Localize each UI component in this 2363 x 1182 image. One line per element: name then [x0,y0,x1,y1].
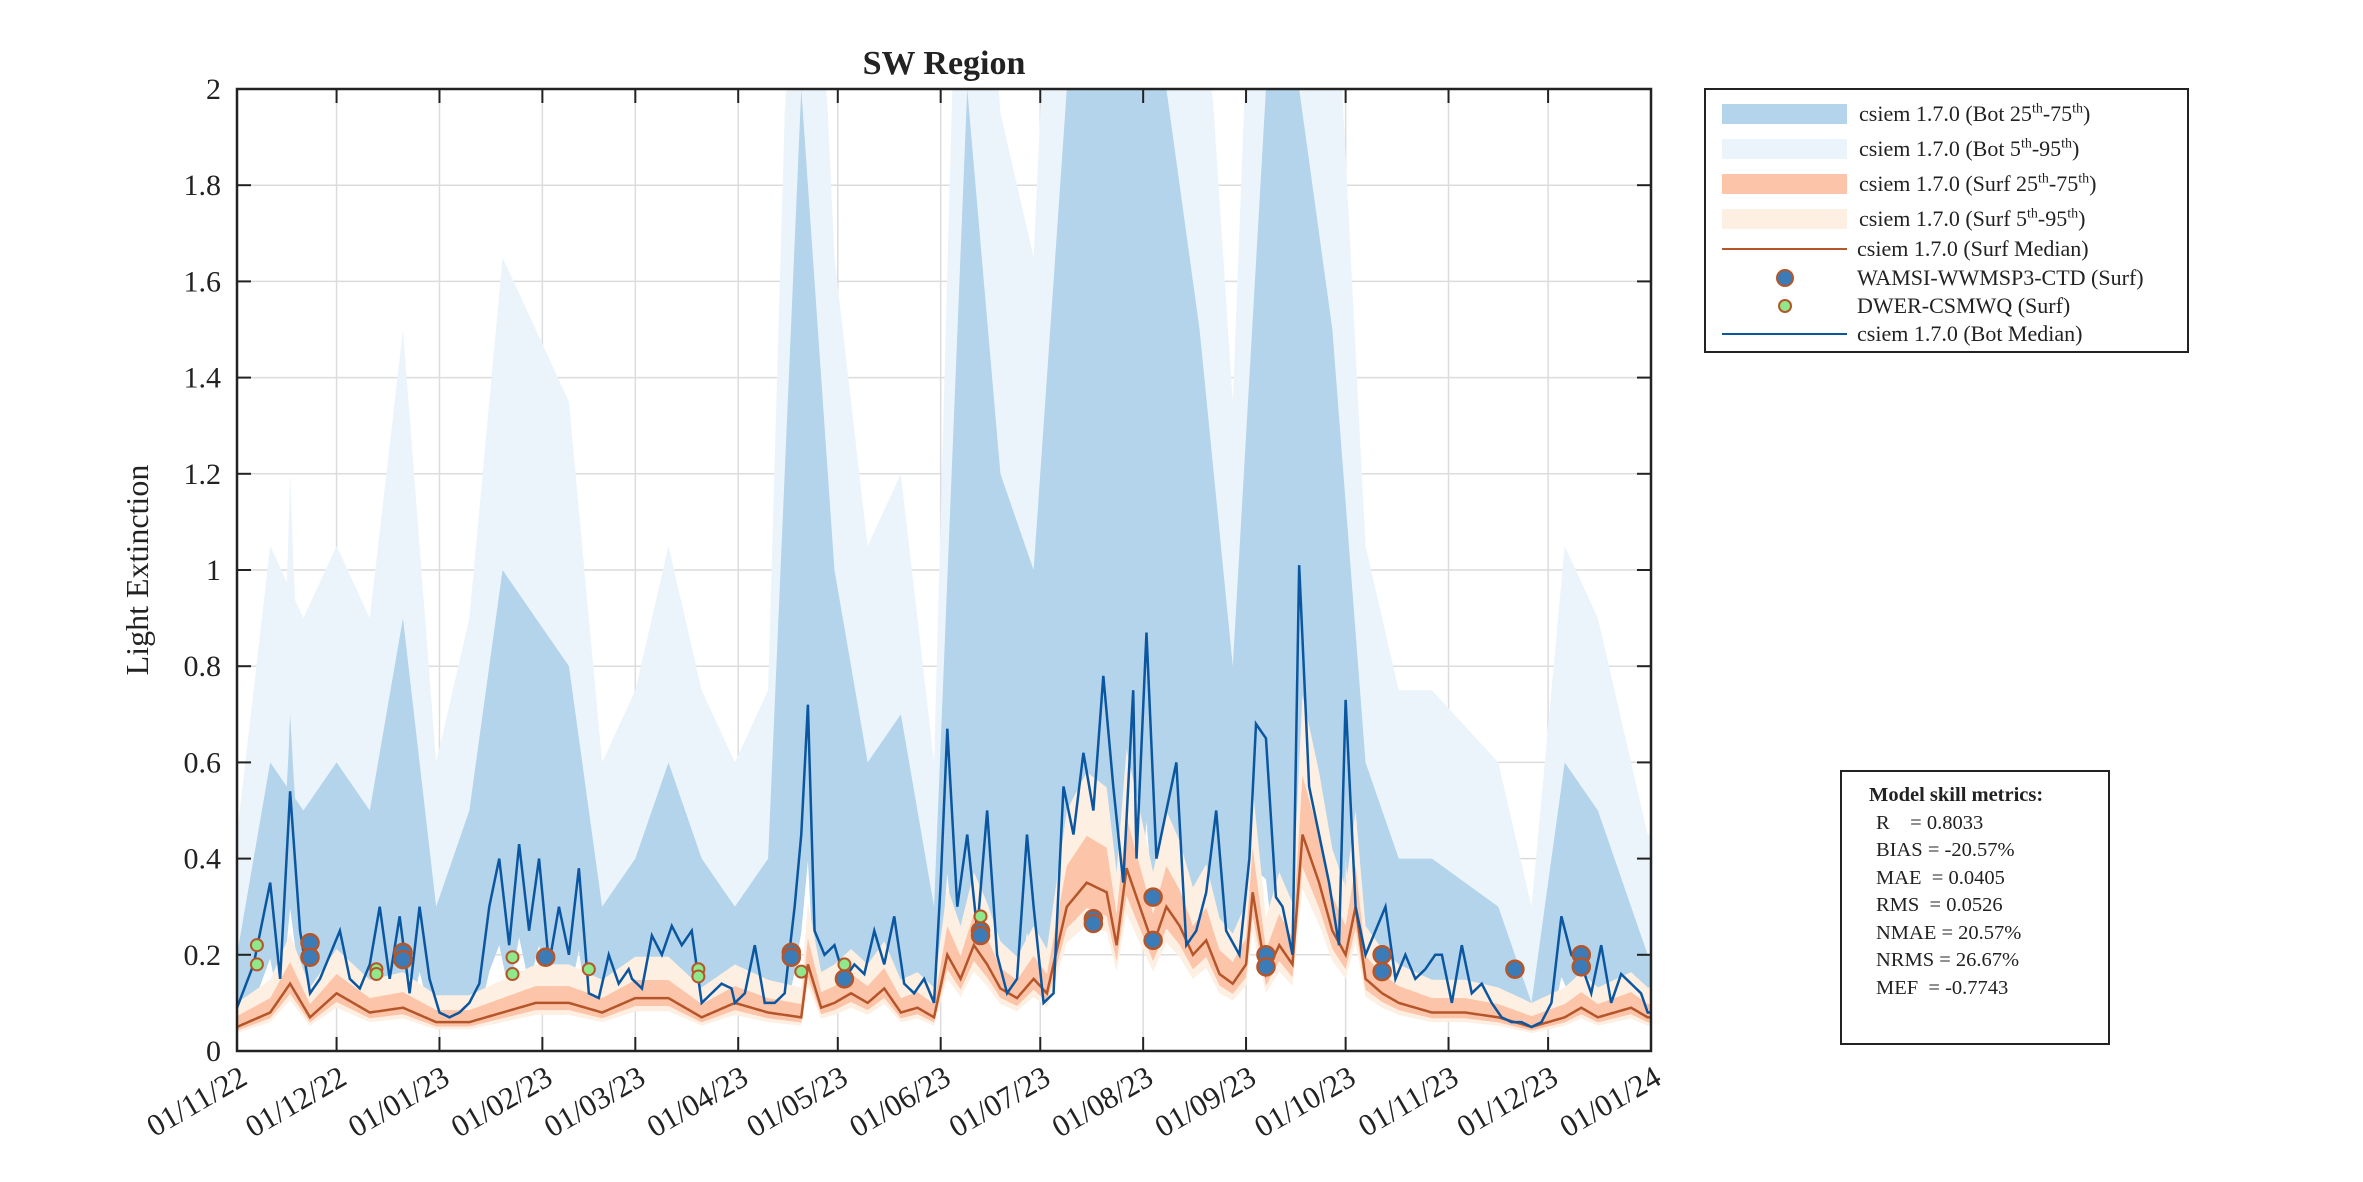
x-tick-label: 01/02/23 [445,1059,558,1144]
legend-marker-swatch [1722,296,1847,316]
metrics-title: Model skill metrics: [1869,784,2044,806]
wamsi-obs-point [1372,945,1392,965]
legend-item-surf-iqr: csiem 1.7.0 (Surf 25th-75th) [1722,169,2096,199]
y-tick-label: 1 [206,554,221,587]
y-tick-label: 0.2 [184,939,222,972]
y-tick-label: 1.8 [184,169,222,202]
y-tick-label: 0.8 [184,650,222,683]
dwer-obs-point [691,969,706,984]
bands [237,89,1651,1033]
x-tick-label: 01/04/23 [641,1059,754,1144]
legend-item-surf-median: csiem 1.7.0 (Surf Median) [1722,234,2089,264]
x-tick-label: 01/05/23 [740,1059,853,1144]
legend-label: csiem 1.7.0 (Surf 5th-95th) [1859,206,2086,231]
metric-r: R = 0.8033 [1876,811,1984,834]
bot-25-75-band [237,89,1651,1025]
bot-median-line [235,565,1651,1029]
legend-line-swatch [1722,248,1847,250]
x-tick-label: 01/12/22 [239,1059,352,1144]
wamsi-obs-point [834,969,855,989]
legend-marker-swatch [1722,268,1847,288]
legend-item-dwer: DWER-CSMWQ (Surf) [1722,291,2070,321]
wamsi-obs-point [1372,961,1392,982]
legend-swatch [1722,174,1847,194]
wamsi-obs-point [393,949,413,970]
wamsi-obs-point [535,947,556,967]
legend-label: csiem 1.7.0 (Bot 25th-75th) [1859,101,2091,126]
legend: csiem 1.7.0 (Bot 25th-75th) csiem 1.7.0 … [1704,88,2189,353]
dwer-obs-point [249,957,264,972]
legend-label: csiem 1.7.0 (Surf Median) [1857,236,2089,261]
wamsi-obs-point [1571,957,1592,977]
chart-title: SW Region [863,45,1026,82]
metric-nrms: NRMS = 26.67% [1876,949,2020,971]
skill-metrics-box: Model skill metrics: R = 0.8033 BIAS = -… [1840,770,2110,1045]
circle-marker-icon [1777,299,1792,313]
legend-item-bot-median: csiem 1.7.0 (Bot Median) [1722,319,2082,349]
y-tick-label: 1.4 [184,362,222,395]
legend-item-surf-90: csiem 1.7.0 (Surf 5th-95th) [1722,204,2085,234]
legend-item-wamsi: WAMSI-WWMSP3-CTD (Surf) [1722,263,2144,293]
legend-item-bot-iqr: csiem 1.7.0 (Bot 25th-75th) [1722,99,2090,129]
x-tick-label: 01/11/22 [141,1059,253,1144]
x-tick-label: 01/08/23 [1046,1059,1159,1144]
y-tick-label: 2 [206,73,221,106]
y-tick-label: 0 [206,1035,221,1068]
x-tick-label: 01/03/23 [538,1059,651,1144]
dwer-obs-point [837,957,852,972]
dwer-obs-point [581,962,596,977]
surf-25-75-band [237,775,1651,1031]
wamsi-obs-point [1143,887,1163,907]
y-tick-label: 0.6 [184,746,222,779]
x-tick-label: 01/12/23 [1451,1059,1564,1144]
legend-label: csiem 1.7.0 (Surf 25th-75th) [1859,171,2097,196]
y-tick-label: 1.6 [184,265,222,298]
wamsi-obs-point [781,947,802,967]
lines [235,565,1651,1029]
x-tick-label: 01/01/23 [342,1059,455,1144]
y-tick-label: 1.2 [184,458,222,491]
dwer-obs-point [505,967,520,982]
wamsi-obs-point [300,947,320,967]
y-axis-label: Light Extinction [119,465,155,676]
legend-label: WAMSI-WWMSP3-CTD (Surf) [1857,265,2144,290]
metric-bias: BIAS = -20.57% [1876,839,2015,861]
legend-swatch [1722,104,1847,124]
dwer-obs-point [794,964,809,979]
dwer-obs-point [369,967,384,982]
dwer-obs-point [249,938,264,953]
legend-swatch [1722,209,1847,229]
legend-line-swatch [1722,333,1847,335]
metric-mef: MEF = -0.7743 [1876,976,2009,999]
metric-nmae: NMAE = 20.57% [1876,921,2022,944]
surf-median-line [236,834,1651,1029]
wamsi-obs-point [1083,913,1104,934]
legend-item-bot-90: csiem 1.7.0 (Bot 5th-95th) [1722,134,2079,164]
wamsi-obs-point [1143,930,1163,951]
x-tick-label: 01/11/23 [1352,1059,1464,1144]
x-tick-label: 01/07/23 [943,1059,1056,1144]
x-tick-label: 01/06/23 [843,1059,956,1144]
metric-rms: RMS = 0.0526 [1876,894,2003,916]
dwer-obs-point [505,950,520,965]
dwer-obs-point [973,909,988,924]
metric-mae: MAE = 0.0405 [1876,866,2005,889]
legend-swatch [1722,139,1847,159]
observations [249,887,1592,989]
legend-label: csiem 1.7.0 (Bot Median) [1857,321,2083,346]
y-tick-label: 0.4 [184,843,222,876]
legend-label: csiem 1.7.0 (Bot 5th-95th) [1859,136,2080,161]
x-tick-label: 01/09/23 [1149,1059,1262,1144]
x-tick-label: 01/01/24 [1554,1059,1667,1145]
x-tick-label: 01/10/23 [1248,1059,1361,1144]
wamsi-obs-point [1256,957,1276,977]
wamsi-obs-point [1505,959,1525,979]
legend-label: DWER-CSMWQ (Surf) [1857,293,2071,318]
circle-marker-icon [1775,269,1794,287]
wamsi-obs-point [970,925,991,946]
